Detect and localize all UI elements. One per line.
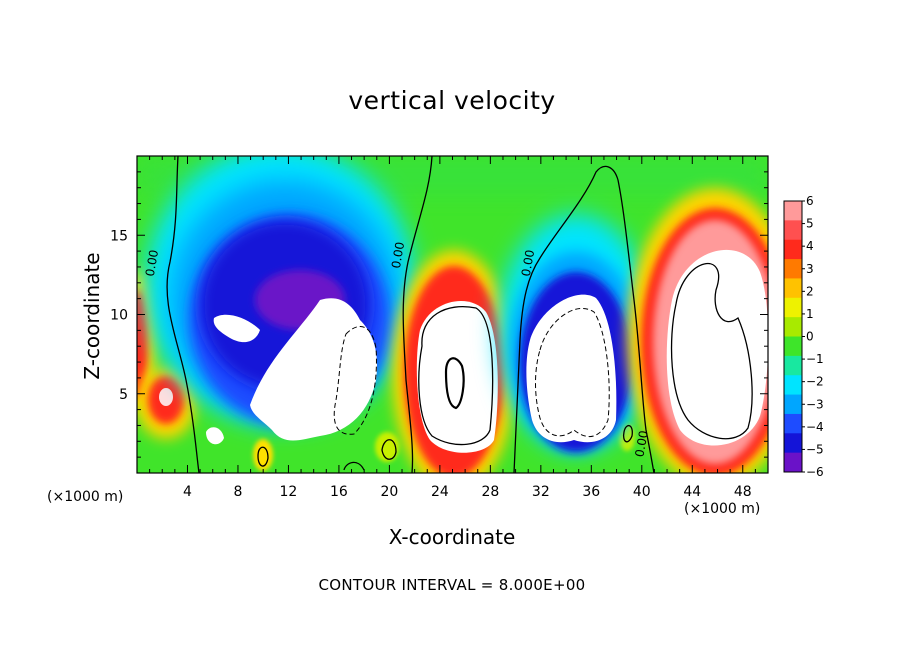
contour-label: 0.00 bbox=[632, 429, 650, 458]
colorbar-label: −2 bbox=[806, 375, 824, 389]
colorbar-label: 6 bbox=[806, 194, 814, 208]
x-tick-label: 48 bbox=[734, 484, 752, 500]
contour-low-a bbox=[343, 461, 365, 471]
colorbar-swatch bbox=[784, 413, 802, 434]
colorbar-swatch bbox=[784, 452, 802, 473]
neg-contour-2 bbox=[535, 307, 610, 438]
updraft-left-edge-core bbox=[137, 290, 148, 400]
y-tick-label: 10 bbox=[110, 308, 128, 324]
y-tick-label: 5 bbox=[119, 387, 128, 403]
colorbar-label: 4 bbox=[806, 239, 814, 253]
x-axis-label: X-coordinate bbox=[388, 525, 516, 549]
colorbar-swatch bbox=[784, 336, 802, 357]
colorbar-label: 1 bbox=[806, 307, 814, 321]
colorbar-label: −3 bbox=[806, 397, 824, 411]
low-cell-b bbox=[375, 432, 399, 462]
colorbar-swatch bbox=[784, 220, 802, 241]
x-tick-label: 32 bbox=[532, 484, 550, 500]
colorbar-label: −1 bbox=[806, 352, 824, 366]
downdraft-a-white-1 bbox=[213, 314, 260, 343]
colorbar-label: 0 bbox=[806, 330, 814, 344]
colorbar-swatch bbox=[784, 297, 802, 318]
contour-label: 0.00 bbox=[389, 241, 407, 270]
updraft-right-core bbox=[666, 249, 768, 446]
contour-mid-core bbox=[418, 306, 494, 446]
contour-low-c bbox=[257, 446, 269, 467]
low-cell-c bbox=[619, 423, 635, 451]
x-tick-label: 36 bbox=[582, 484, 600, 500]
neg-contour-1 bbox=[333, 325, 377, 435]
colorbar-label: 5 bbox=[806, 217, 814, 231]
colorbar-swatch bbox=[784, 355, 802, 376]
colorbar-label: −4 bbox=[806, 420, 824, 434]
colorbar: 6 5 4 3 2 1 0 −1 −2 −3 −4 −5 −6 bbox=[783, 194, 824, 479]
updraft-left-low-peak bbox=[159, 388, 173, 406]
colorbar-swatch bbox=[784, 201, 802, 221]
zero-contour-1 bbox=[166, 156, 200, 473]
x-tick-label: 4 bbox=[183, 484, 192, 500]
low-cell-a bbox=[253, 439, 273, 471]
colorbar-swatch bbox=[784, 394, 802, 415]
x-unit-left: (×1000 m) bbox=[47, 489, 124, 505]
x-tick-label: 24 bbox=[431, 484, 449, 500]
updraft-mid-core bbox=[416, 300, 498, 453]
downdraft-a-white-3 bbox=[206, 427, 224, 445]
x-tick-label: 28 bbox=[481, 484, 499, 500]
contour-mid-inner bbox=[444, 357, 465, 410]
x-tick-label: 8 bbox=[233, 484, 242, 500]
colorbar-swatch bbox=[784, 433, 802, 454]
colorbar-swatch bbox=[784, 375, 802, 396]
x-tick-label: 20 bbox=[380, 484, 398, 500]
contour-label: 0.00 bbox=[519, 249, 537, 278]
x-tick-label: 40 bbox=[633, 484, 651, 500]
colorbar-swatch bbox=[784, 317, 802, 337]
velocity-field bbox=[137, 156, 768, 473]
x-axis: 4 8 12 16 20 24 28 32 36 40 44 48 bbox=[149, 156, 756, 500]
colorbar-label: 2 bbox=[806, 284, 814, 298]
colorbar-swatch bbox=[784, 278, 802, 299]
zero-contour-3 bbox=[513, 165, 655, 473]
zero-contour-2 bbox=[402, 156, 433, 473]
downdraft-a-white-2 bbox=[250, 298, 378, 441]
x-unit-right: (×1000 m) bbox=[684, 501, 761, 517]
y-tick-label: 15 bbox=[110, 228, 128, 244]
x-tick-label: 16 bbox=[330, 484, 348, 500]
colorbar-swatch bbox=[784, 239, 802, 260]
contour-low-b bbox=[381, 439, 397, 460]
colorbar-label: −5 bbox=[806, 442, 824, 456]
x-tick-label: 12 bbox=[280, 484, 298, 500]
contour-low-d bbox=[622, 425, 633, 443]
downdraft-a-white-4 bbox=[266, 338, 318, 410]
contour-right-core bbox=[670, 263, 753, 440]
colorbar-label: −6 bbox=[806, 465, 824, 479]
negative-contours bbox=[333, 307, 610, 438]
y-axis: 5 10 15 bbox=[110, 171, 768, 458]
contour-interval-note: CONTOUR INTERVAL = 8.000E+00 bbox=[318, 576, 586, 594]
y-axis-label: Z-coordinate bbox=[80, 252, 104, 380]
x-tick-label: 44 bbox=[683, 484, 701, 500]
chart-title: vertical velocity bbox=[348, 86, 556, 115]
colorbar-swatch bbox=[784, 259, 802, 279]
downdraft-b-core bbox=[526, 294, 617, 443]
colorbar-label: 3 bbox=[806, 262, 814, 276]
contour-labels: 0.00 0.00 0.00 0.00 bbox=[143, 241, 651, 458]
contour-lines bbox=[166, 156, 753, 473]
contour-label: 0.00 bbox=[143, 249, 161, 278]
